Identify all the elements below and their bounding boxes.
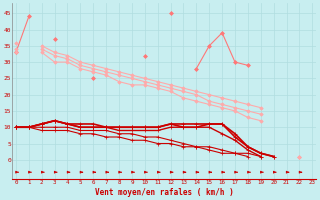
X-axis label: Vent moyen/en rafales ( km/h ): Vent moyen/en rafales ( km/h ) (95, 188, 234, 197)
